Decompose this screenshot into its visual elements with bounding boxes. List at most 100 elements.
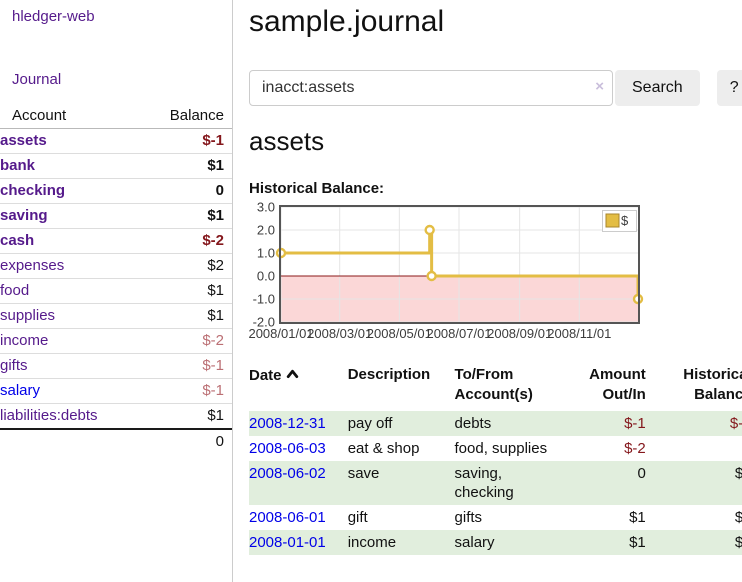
transaction-date-link[interactable]: 2008-12-31 [249,415,326,432]
account-balance: $2 [141,253,232,279]
header-date-label: Date [249,367,282,384]
legend-swatch-icon [605,213,620,228]
account-link-bank[interactable]: bank [0,157,36,174]
svg-text:2008/09/01: 2008/09/01 [487,326,552,341]
accounts-total-row: 0 [0,428,232,454]
transaction-amount: $1 [574,530,646,555]
transaction-date-link[interactable]: 2008-06-01 [249,509,326,526]
transaction-row: 2008-06-01 gift gifts $1 $2 [249,505,742,530]
header-amount: Amount Out/In [589,366,646,403]
sidebar: hledger-web Journal Account Balance asse… [0,0,233,582]
transaction-accounts: food, supplies [454,440,548,457]
account-row: assets $-1 [0,128,232,154]
transaction-date-link[interactable]: 2008-06-02 [249,465,326,482]
help-button[interactable]: ? [716,70,742,106]
account-balance: $1 [141,203,232,229]
search-input[interactable] [249,70,613,106]
account-link-liabilities-debts[interactable]: liabilities:debts [0,407,98,424]
historical-balance-chart: 3.0 2.0 1.0 0.0 -1.0 -2.0 2008/01/012008/03/0… [248,200,644,341]
account-row: checking 0 [0,178,232,204]
account-balance: $1 [141,278,232,304]
account-row: salary $-1 [0,378,232,404]
svg-text:3.0: 3.0 [257,200,275,215]
chart-grid [280,206,638,323]
account-link-cash[interactable]: cash [0,232,35,249]
app-title-link[interactable]: hledger-web [12,8,95,25]
account-row: liabilities:debts $1 [0,403,232,430]
chart-heading: Historical Balance: [249,180,385,197]
transaction-description: income [347,530,455,555]
transaction-balance: $2 [734,509,742,526]
transaction-description: eat & shop [347,440,420,457]
account-link-assets[interactable]: assets [0,132,47,149]
transaction-accounts: salary [454,530,575,555]
svg-text:2.0: 2.0 [257,223,275,238]
transaction-row: 2008-06-03 eat & shop food, supplies $-2… [249,436,742,461]
svg-text:1.0: 1.0 [257,246,275,261]
transaction-date-link[interactable]: 2008-01-01 [249,534,326,551]
account-balance: $-1 [141,353,232,379]
header-balance: Historical Balance [683,366,742,403]
transaction-accounts: debts [454,411,575,436]
chart-x-axis: 2008/01/012008/03/012008/05/012008/07/01… [248,326,611,341]
accounts-total-value: 0 [141,428,232,454]
account-balance: $1 [141,403,232,430]
transactions-table: Date Description To/From Account(s) Amou… [249,365,742,555]
svg-text:-2.0: -2.0 [253,315,275,330]
sort-asc-icon [286,365,299,385]
account-row: income $-2 [0,328,232,354]
page-title: sample.journal [249,5,445,38]
svg-text:-1.0: -1.0 [253,292,275,307]
account-link-expenses[interactable]: expenses [0,257,65,274]
transaction-row: 2008-12-31 pay off debts $-1 $-1 [249,411,742,436]
account-row: bank $1 [0,153,232,179]
account-balance: 0 [141,178,232,204]
account-link-gifts[interactable]: gifts [0,357,28,374]
transaction-accounts: gifts [454,509,483,526]
transaction-row: 2008-01-01 income salary $1 $1 [249,530,742,555]
search-button[interactable]: Search [615,70,700,106]
accounts-table: Account Balance assets $-1 bank $1 check… [0,104,232,454]
account-link-checking[interactable]: checking [0,182,66,199]
transaction-amount: $-2 [624,440,646,457]
account-balance: $-1 [141,128,232,154]
account-link-saving[interactable]: saving [0,207,48,224]
transaction-accounts: saving, checking [454,461,575,505]
transaction-balance: 0 [646,436,742,461]
accounts-header-account: Account [0,104,142,129]
header-date[interactable]: Date [249,365,348,411]
svg-text:2008/05/01: 2008/05/01 [367,326,432,341]
chart-legend: $ [602,210,637,232]
account-row: gifts $-1 [0,353,232,379]
account-row: expenses $2 [0,253,232,279]
account-link-income[interactable]: income [0,332,49,349]
header-description: Description [347,366,431,383]
transaction-description: gift [347,509,368,526]
account-balance: $-2 [141,228,232,254]
transaction-balance: $-1 [645,411,742,436]
search-form: × Search ? [249,70,742,106]
svg-text:2008/07/01: 2008/07/01 [426,326,491,341]
accounts-header-balance: Balance [141,104,232,129]
transaction-amount: $-1 [574,411,646,436]
transaction-date-link[interactable]: 2008-06-03 [249,440,326,457]
account-link-supplies[interactable]: supplies [0,307,56,324]
account-row: food $1 [0,278,232,304]
account-heading: assets [249,126,325,156]
svg-text:0.0: 0.0 [257,269,275,284]
account-balance: $1 [141,153,232,179]
legend-label: $ [621,213,629,228]
clear-search-icon[interactable]: × [595,78,604,95]
account-row: supplies $1 [0,303,232,329]
search-input-wrapper: × [249,70,613,106]
transaction-amount: 0 [574,461,646,505]
account-row: saving $1 [0,203,232,229]
svg-text:2008/01/01: 2008/01/01 [248,326,313,341]
transaction-amount: $1 [629,509,646,526]
transaction-description: save [347,461,455,505]
account-link-salary[interactable]: salary [0,382,41,399]
sidebar-item-journal[interactable]: Journal [12,71,62,88]
transaction-balance: $1 [645,530,742,555]
account-link-food[interactable]: food [0,282,30,299]
